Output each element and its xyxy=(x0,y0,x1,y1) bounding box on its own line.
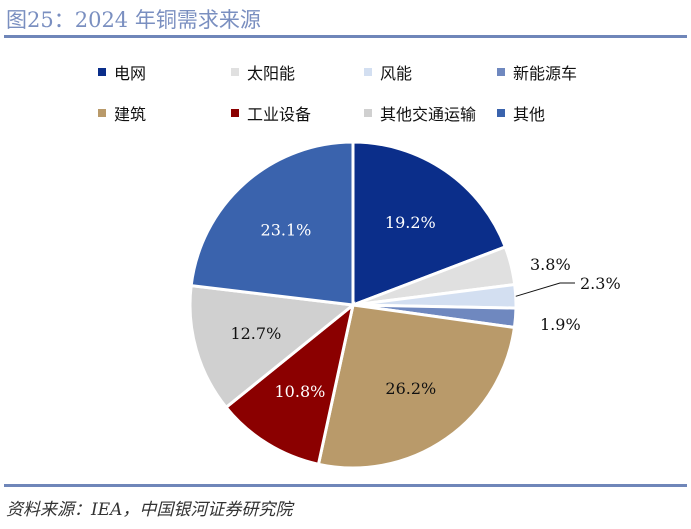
legend-label: 太阳能 xyxy=(247,64,296,83)
legend-item: 其他交通运输 xyxy=(364,101,476,125)
pie-slice xyxy=(316,303,517,470)
legend-swatch xyxy=(98,109,106,117)
legend-item: 工业设备 xyxy=(231,101,311,125)
footer-divider xyxy=(4,484,687,487)
leader-line xyxy=(515,282,575,297)
legend-swatch xyxy=(98,68,106,76)
figure-title: 图25：2024 年铜需求来源 xyxy=(6,8,261,32)
pie-slice xyxy=(351,140,508,308)
legend-item: 建筑 xyxy=(98,101,146,125)
legend-label: 其他交通运输 xyxy=(380,105,477,124)
legend-swatch xyxy=(364,68,372,76)
source-note: 资料来源：IEA，中国银河证券研究院 xyxy=(6,500,293,520)
data-label: 1.9% xyxy=(540,315,581,334)
data-label: 23.1% xyxy=(261,220,312,239)
legend-swatch xyxy=(497,68,505,76)
legend-swatch xyxy=(231,68,239,76)
legend-label: 建筑 xyxy=(114,105,147,124)
title-divider xyxy=(4,35,687,38)
data-label: 2.3% xyxy=(580,274,621,293)
data-label: 3.8% xyxy=(530,255,571,274)
data-label: 10.8% xyxy=(275,382,326,401)
legend-swatch xyxy=(364,109,372,117)
legend-item: 其他 xyxy=(497,101,545,125)
legend-label: 工业设备 xyxy=(247,105,312,124)
pie-slice xyxy=(189,140,355,307)
pie-slice xyxy=(224,301,356,467)
legend-swatch xyxy=(231,109,239,117)
data-label: 26.2% xyxy=(385,379,436,398)
legend-swatch xyxy=(497,109,505,117)
legend-item: 新能源车 xyxy=(497,60,577,84)
legend-label: 其他 xyxy=(513,105,546,124)
pie-slice xyxy=(188,283,357,410)
legend-label: 新能源车 xyxy=(513,64,578,83)
legend-item: 电网 xyxy=(98,60,146,84)
legend-item: 风能 xyxy=(364,60,412,84)
legend-label: 电网 xyxy=(114,64,147,83)
data-label: 12.7% xyxy=(230,324,281,343)
data-label: 19.2% xyxy=(385,213,436,232)
legend-item: 太阳能 xyxy=(231,60,295,84)
legend-label: 风能 xyxy=(380,64,413,83)
